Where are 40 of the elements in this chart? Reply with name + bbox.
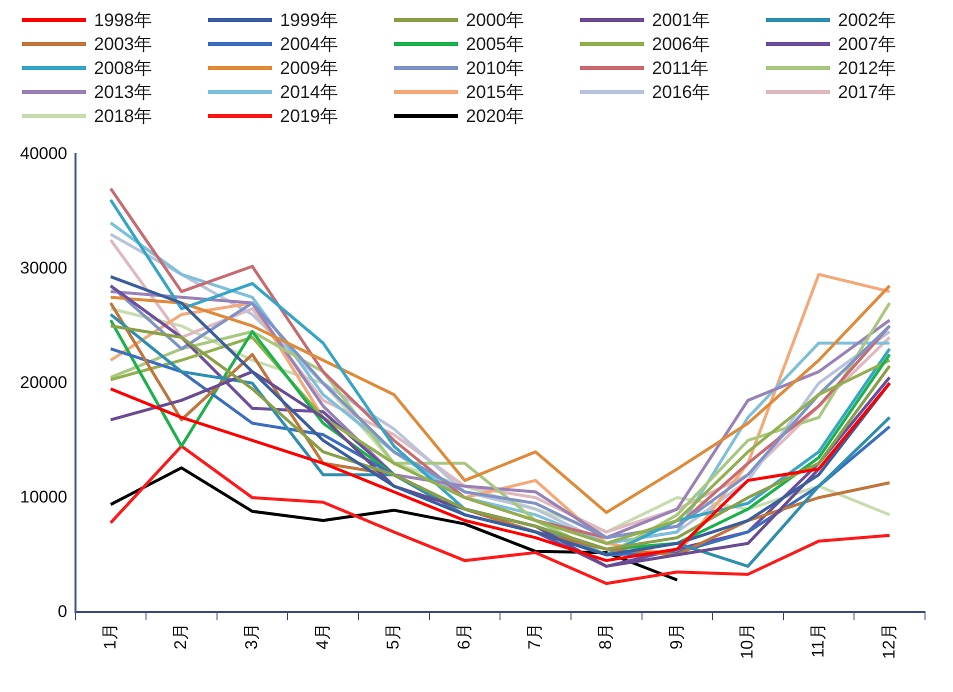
x-tick-label: 9月 <box>666 623 686 650</box>
legend-label: 1999年 <box>280 9 338 32</box>
legend-label: 2008年 <box>94 57 152 80</box>
legend-label: 2020年 <box>466 105 524 128</box>
x-tick-label: 1月 <box>100 623 120 650</box>
x-tick-label: 4月 <box>312 623 332 650</box>
x-tick-label: 5月 <box>384 623 403 650</box>
legend-label: 2016年 <box>652 81 710 104</box>
x-tick-label: 10月 <box>738 623 757 660</box>
x-tick-label: 12月 <box>879 623 898 660</box>
y-tick-label: 20000 <box>20 372 68 392</box>
legend-label: 2018年 <box>94 105 152 128</box>
legend-label: 2000年 <box>466 9 524 32</box>
legend-label: 2009年 <box>280 57 338 80</box>
legend-label: 2006年 <box>652 33 710 56</box>
legend-label: 2010年 <box>466 57 524 80</box>
legend-label: 2019年 <box>280 105 338 128</box>
legend-label: 2002年 <box>838 9 896 32</box>
legend-label: 2004年 <box>280 33 338 56</box>
legend-label: 2005年 <box>466 33 524 56</box>
x-tick-label: 11月 <box>808 623 828 658</box>
x-tick-label: 7月 <box>525 623 544 650</box>
y-tick-label: 30000 <box>20 258 68 278</box>
legend-label: 2011年 <box>652 57 709 80</box>
y-tick-label: 40000 <box>20 144 68 163</box>
x-tick-label: 2月 <box>171 623 190 650</box>
legend-label: 2014年 <box>280 81 338 104</box>
x-tick-label: 8月 <box>596 623 616 650</box>
legend-label: 2001年 <box>652 9 710 32</box>
legend-label: 2017年 <box>838 81 896 104</box>
legend-label: 2012年 <box>838 57 896 80</box>
legend-label: 2007年 <box>838 33 896 56</box>
legend-label: 2015年 <box>466 81 524 104</box>
y-tick-label: 0 <box>58 602 68 621</box>
legend-label: 2003年 <box>94 33 152 56</box>
legend-label: 1998年 <box>94 9 152 32</box>
x-tick-label: 3月 <box>242 623 261 650</box>
x-tick-label: 6月 <box>454 623 474 650</box>
y-tick-label: 10000 <box>20 487 68 506</box>
legend-label: 2013年 <box>94 81 152 104</box>
